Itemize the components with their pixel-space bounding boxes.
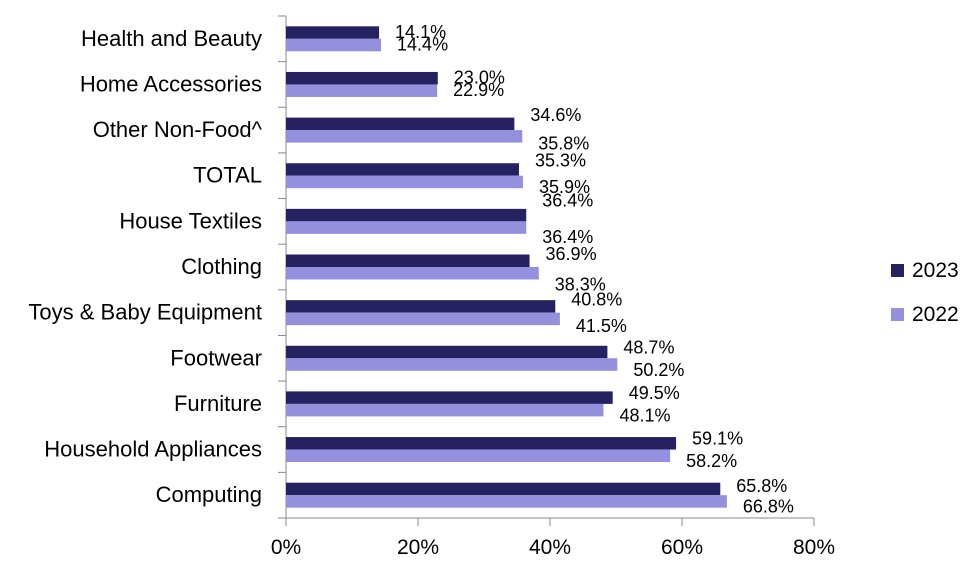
data-label-2023: 36.4% [542,190,593,210]
data-label-2022: 36.4% [542,227,593,247]
bar-2022 [286,312,560,326]
bar-2022 [286,84,438,97]
category-label: TOTAL [193,163,262,188]
legend-swatch-2022 [891,308,904,321]
bar-2023 [286,208,527,222]
bar-2023 [286,117,515,131]
bars [286,26,727,508]
data-label-2023: 49.5% [629,383,680,403]
data-label-2022: 35.9% [539,177,590,197]
bar-2023 [286,71,438,85]
data-label-2023: 34.6% [530,105,581,125]
category-label: Toys & Baby Equipment [28,300,262,325]
bar-2023 [286,391,613,404]
data-label-2022: 58.2% [686,451,737,471]
category-label: Home Accessories [80,71,262,96]
data-label-2022: 35.8% [538,134,589,154]
legend: 2023 2022 [891,259,959,326]
data-label-2023: 48.7% [623,337,674,357]
category-label: Clothing [181,254,262,279]
bar-2022 [286,38,382,52]
data-label-2023: 59.1% [692,429,743,449]
labels: 14.1%14.4% 23.0%22.9% 34.6% 35.8%35.3% 35.9%… [395,22,794,517]
x-tick-label: 0% [271,536,301,559]
bar-2023 [286,437,677,450]
bar-2022 [286,403,604,417]
bar-2022 [286,358,618,371]
axes: 0% 20% 40% 60% 80% Health and Beauty Home Acce… [28,15,835,559]
data-label-2023: 65.8% [736,476,787,496]
category-label: Household Appliances [44,437,262,462]
data-label-2023: 14.1% [395,22,446,42]
data-label-2023: 23.0% [454,67,505,87]
data-label-2023: 35.3% [535,151,586,171]
bar-2023 [286,300,556,313]
data-label-2022: 50.2% [633,360,684,380]
data-label-2023: 40.8% [571,290,622,310]
x-tick-label: 40% [529,536,571,559]
data-label-2022: 41.5% [576,316,627,336]
category-label: House Textiles [119,208,262,233]
legend-swatch-2023 [891,264,904,277]
bar-2022 [286,221,527,234]
data-label-2022: 48.1% [619,405,670,425]
data-label-2022: 22.9% [453,80,504,100]
bar-2022 [286,495,727,508]
x-tick-label: 20% [397,536,439,559]
bar-2022 [286,267,539,280]
category-label: Other Non-Food^ [93,117,263,142]
data-label-2023: 36.9% [546,244,597,264]
data-label-2022: 38.3% [555,275,606,295]
legend-label-2022: 2022 [912,303,959,326]
x-tick-label: 80% [793,536,835,559]
bar-2023 [286,345,608,359]
data-label-2022: 14.4% [397,34,448,54]
bar-2022 [286,449,671,463]
data-label-2022: 66.8% [743,497,794,517]
bar-2023 [286,254,530,267]
x-tick-label: 60% [661,536,703,559]
bar-2023 [286,26,380,39]
category-label: Footwear [170,345,262,370]
category-label: Furniture [174,391,262,416]
legend-label-2023: 2023 [912,259,959,282]
bar-2023 [286,163,519,176]
bar-2022 [286,130,523,143]
category-label: Health and Beauty [81,26,262,51]
bar-2023 [286,482,721,496]
bar-2022 [286,175,523,189]
category-label: Computing [156,482,262,507]
